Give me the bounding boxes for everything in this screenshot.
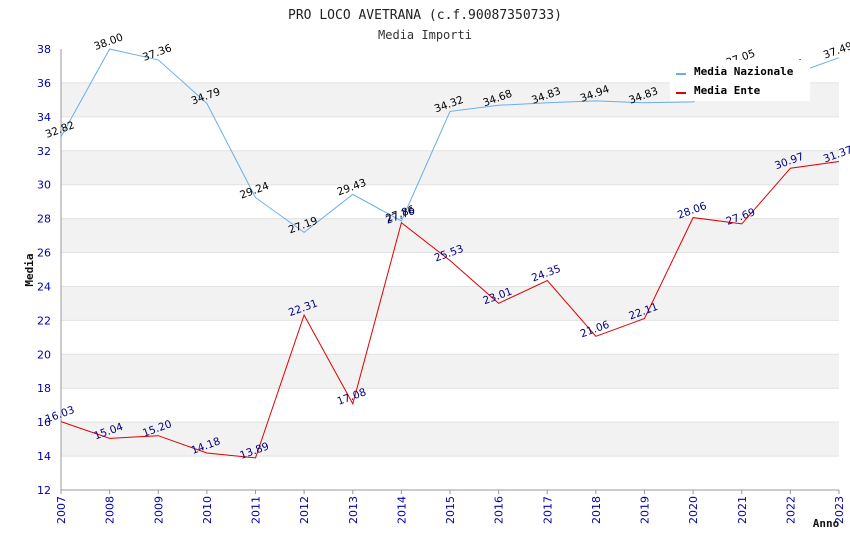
x-tick-label: 2014 bbox=[395, 496, 408, 524]
x-tick-label: 2016 bbox=[493, 496, 506, 524]
x-axis-label: Anno bbox=[813, 517, 840, 530]
grid-band bbox=[61, 218, 839, 253]
x-tick-label: 2015 bbox=[444, 496, 457, 524]
x-tick-label: 2012 bbox=[298, 496, 311, 524]
x-tick-label: 2019 bbox=[639, 496, 652, 524]
x-tick-label: 2013 bbox=[347, 496, 360, 524]
grid-band bbox=[61, 286, 839, 321]
x-tick-label: 2010 bbox=[201, 496, 214, 524]
chart-title: PRO LOCO AVETRANA (c.f.90087350733) bbox=[288, 8, 562, 23]
grid-band bbox=[61, 184, 839, 219]
legend: Media Nazionale Media Ente bbox=[670, 60, 810, 101]
x-tick-label: 2017 bbox=[541, 496, 554, 524]
y-tick-label: 24 bbox=[37, 280, 51, 293]
legend-entry: Media Nazionale bbox=[694, 65, 794, 78]
x-tick-label: 2023 bbox=[833, 496, 846, 524]
grid-band bbox=[61, 422, 839, 457]
y-tick-label: 38 bbox=[37, 43, 51, 56]
x-tick-label: 2011 bbox=[250, 496, 263, 524]
y-tick-label: 34 bbox=[37, 111, 51, 124]
x-tick-label: 2020 bbox=[687, 496, 700, 524]
y-tick-label: 20 bbox=[37, 348, 51, 361]
y-tick-label: 36 bbox=[37, 77, 51, 90]
y-tick-label: 18 bbox=[37, 382, 51, 395]
y-tick-label: 26 bbox=[37, 247, 51, 260]
y-tick-label: 28 bbox=[37, 213, 51, 226]
x-tick-label: 2008 bbox=[104, 496, 117, 524]
grid-band bbox=[61, 150, 839, 185]
grid-band bbox=[61, 252, 839, 287]
x-tick-label: 2007 bbox=[55, 496, 68, 524]
y-tick-label: 16 bbox=[37, 416, 51, 429]
grid-band bbox=[61, 354, 839, 389]
grid-band bbox=[61, 456, 839, 490]
y-tick-label: 22 bbox=[37, 314, 51, 327]
series-line-media-ente bbox=[60, 161, 840, 459]
grid-band bbox=[61, 388, 839, 423]
legend-entry: Media Ente bbox=[694, 84, 761, 97]
grid-band bbox=[61, 320, 839, 355]
x-tick-label: 2021 bbox=[736, 496, 749, 524]
y-axis-label: Media bbox=[23, 253, 36, 286]
y-tick-label: 30 bbox=[37, 179, 51, 192]
legend-box bbox=[670, 60, 810, 101]
y-tick-label: 32 bbox=[37, 145, 51, 158]
chart-subtitle: Media Importi bbox=[378, 28, 472, 42]
y-tick-label: 14 bbox=[37, 450, 51, 463]
x-tick-label: 2018 bbox=[590, 496, 603, 524]
x-tick-label: 2022 bbox=[784, 496, 797, 524]
grid-band bbox=[61, 116, 839, 151]
x-tick-label: 2009 bbox=[152, 496, 165, 524]
y-tick-label: 12 bbox=[37, 484, 51, 497]
